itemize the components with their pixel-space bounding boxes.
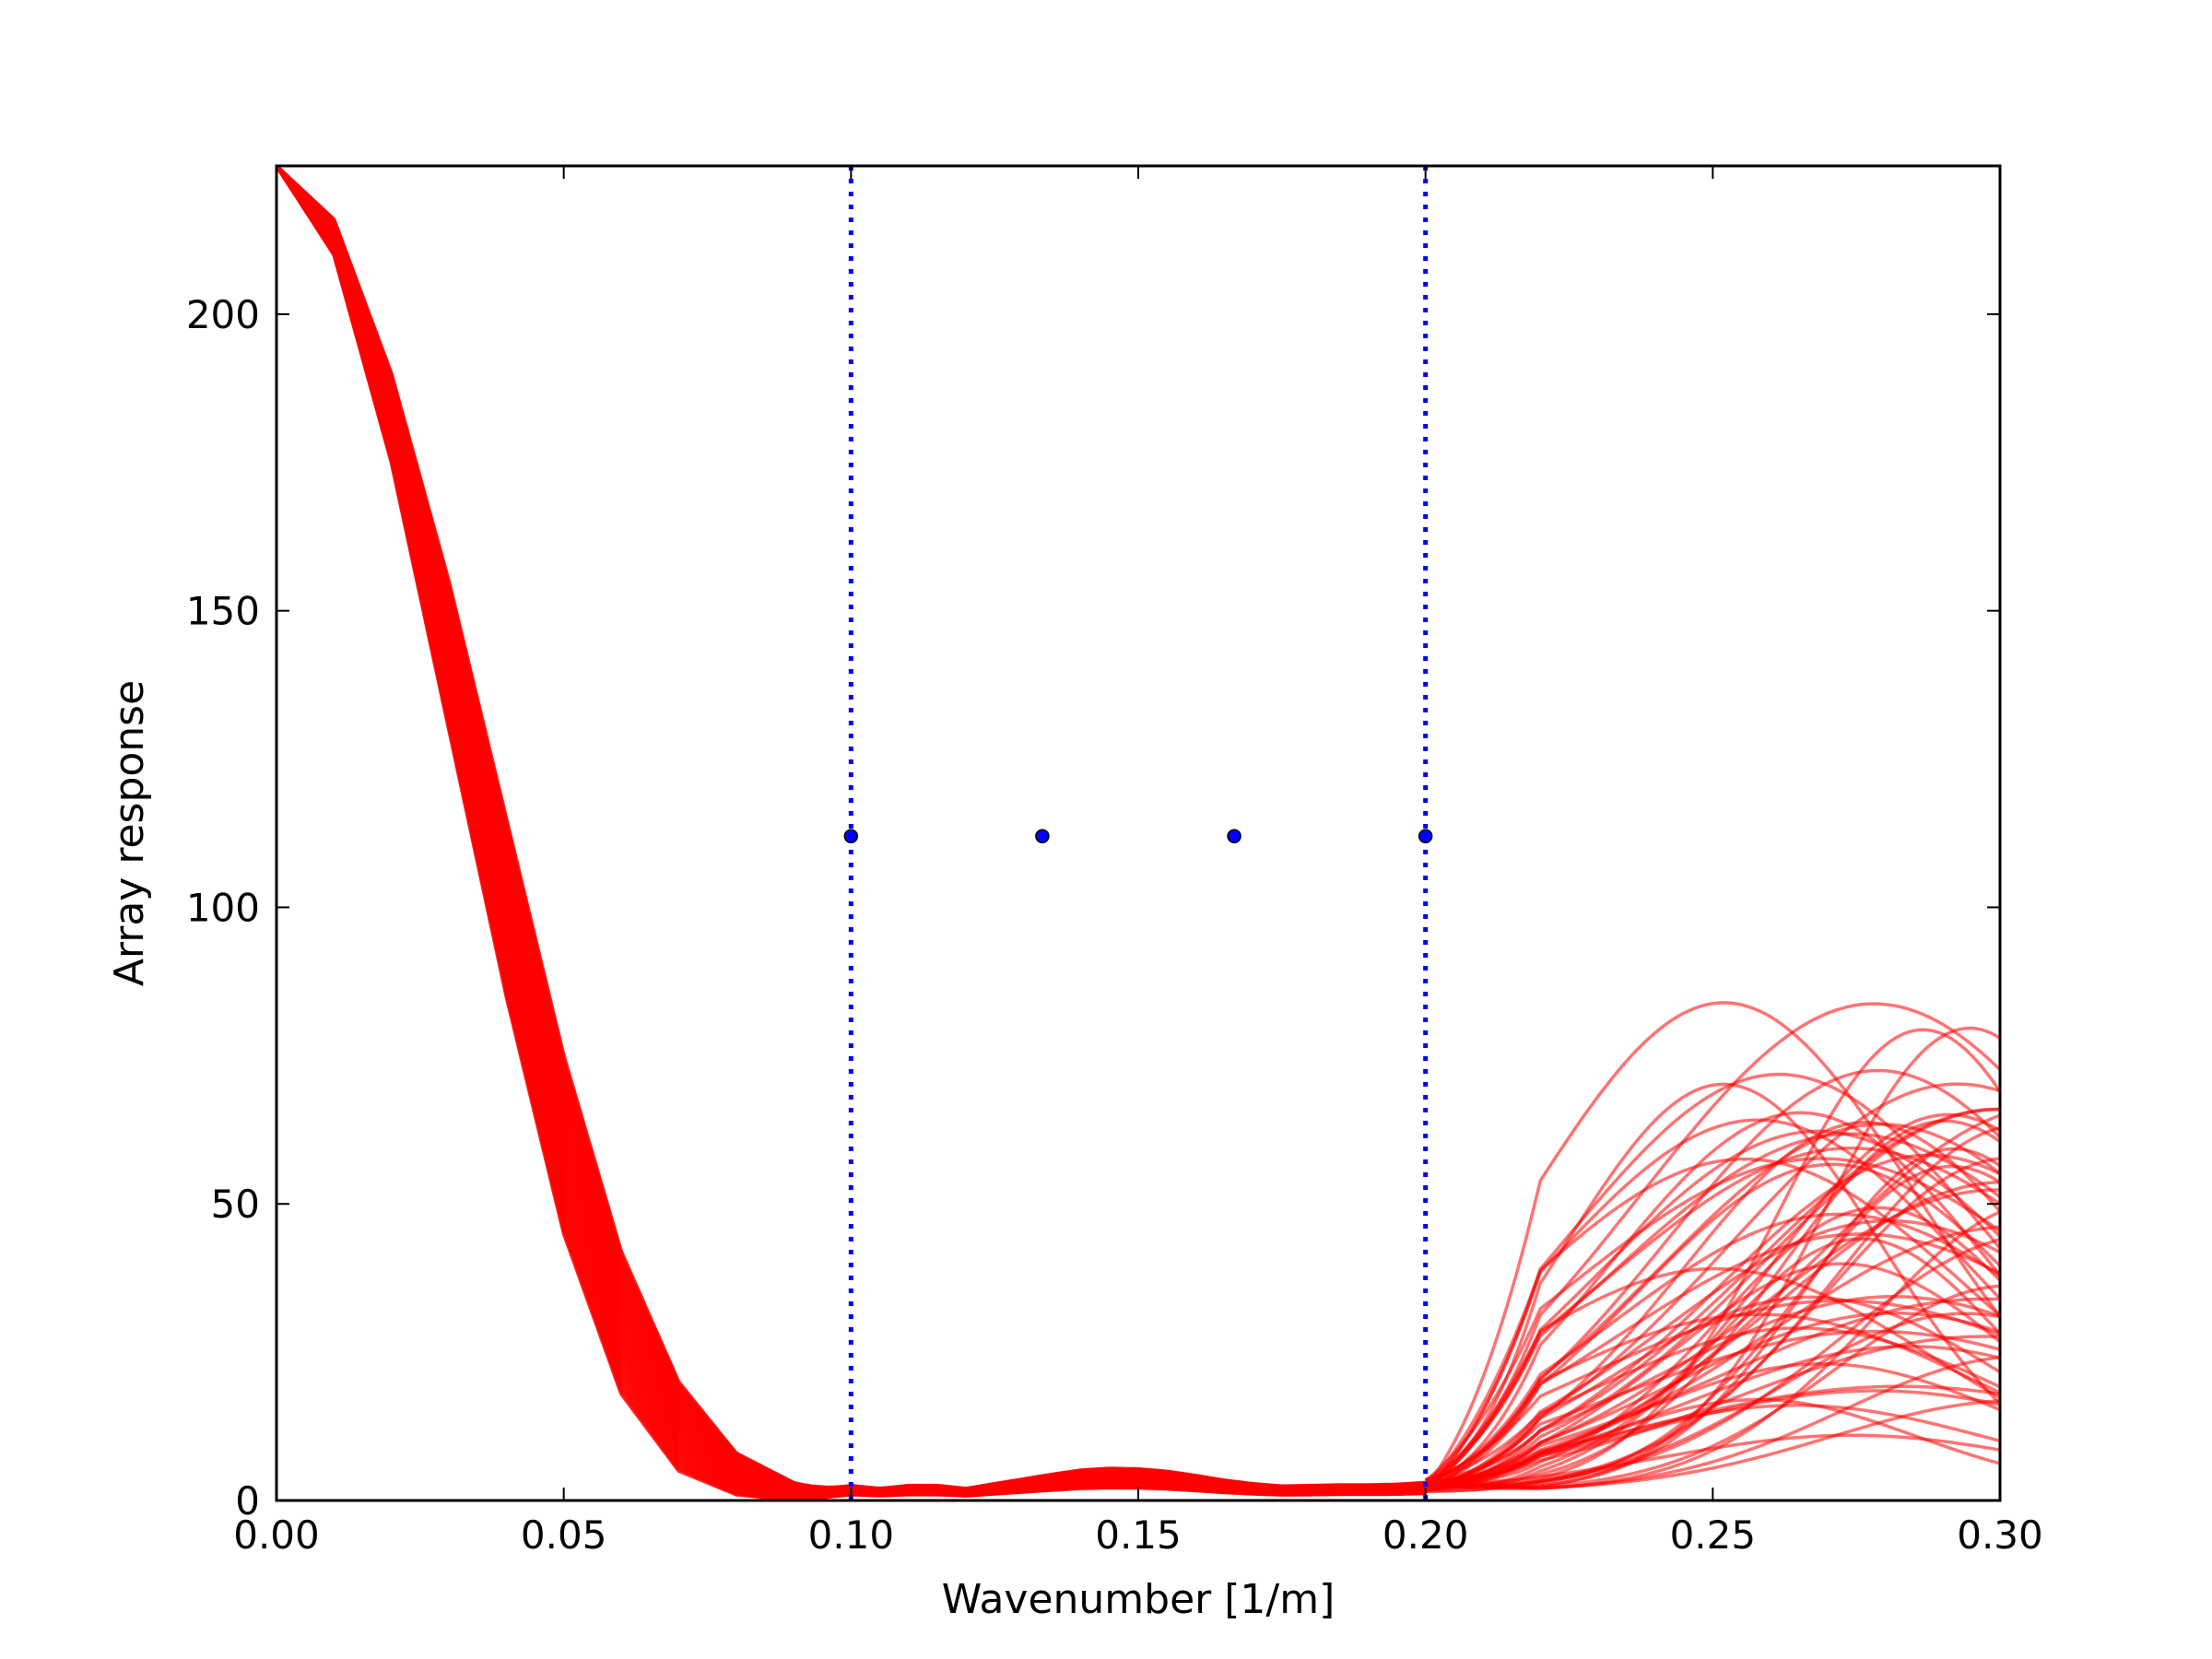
y-tick-label: 200 (186, 292, 260, 337)
grating-lobe-curve (1424, 1266, 2000, 1488)
x-tick-label: 0.00 (233, 1512, 320, 1558)
grating-lobe-curve (1424, 1002, 2000, 1490)
grating-lobe-curve (1424, 1118, 2000, 1490)
data-point (1227, 829, 1241, 843)
x-tick-label: 0.15 (1095, 1512, 1182, 1558)
data-point (1418, 829, 1433, 843)
grating-lobe-curve (1425, 1397, 2000, 1492)
grating-lobe-curve (1425, 1329, 2000, 1489)
grating-lobe-curve (1425, 1113, 2000, 1488)
grating-lobe-curve (1425, 1212, 2000, 1486)
grating-lobe-curve (1425, 1162, 2000, 1488)
y-tick-label: 0 (235, 1478, 260, 1524)
x-axis-label: Wavenumber [1/m] (942, 1576, 1335, 1623)
grating-lobe-curve (1424, 1111, 2000, 1488)
grating-lobe-curve (1425, 1433, 2000, 1484)
data-point (843, 829, 859, 843)
x-tick-label: 0.05 (521, 1512, 607, 1558)
grating-lobe-curve (1425, 1026, 2000, 1489)
x-tick-label: 0.30 (1957, 1512, 2043, 1558)
y-tick-label: 150 (186, 589, 260, 634)
grating-lobe-curve (1424, 1157, 2000, 1488)
x-tick-label: 0.20 (1382, 1512, 1469, 1558)
grating-lobe-curve (1425, 1153, 2000, 1492)
y-axis-label: Array response (106, 680, 153, 986)
plot-area (276, 166, 2000, 1500)
x-tick-label: 0.10 (808, 1512, 895, 1558)
y-tick-label: 50 (211, 1182, 260, 1227)
grating-lobe-curve (1424, 1082, 2000, 1488)
grating-lobe-curve (1425, 1082, 2000, 1489)
x-tick-label: 0.25 (1670, 1512, 1757, 1558)
grating-lobe-curve (1425, 1112, 2000, 1492)
grating-lobe-curve (1425, 1126, 2000, 1487)
grating-lobe-curve (1425, 1206, 2000, 1484)
grating-lobe-curve (1425, 1384, 2000, 1486)
y-tick-label: 100 (186, 885, 260, 930)
data-point (1035, 829, 1050, 843)
axis-ticks: 0.00 0.05 0.10 0.15 0.20 0.25 0.30 0 50 100 150 200 (186, 166, 2043, 1558)
